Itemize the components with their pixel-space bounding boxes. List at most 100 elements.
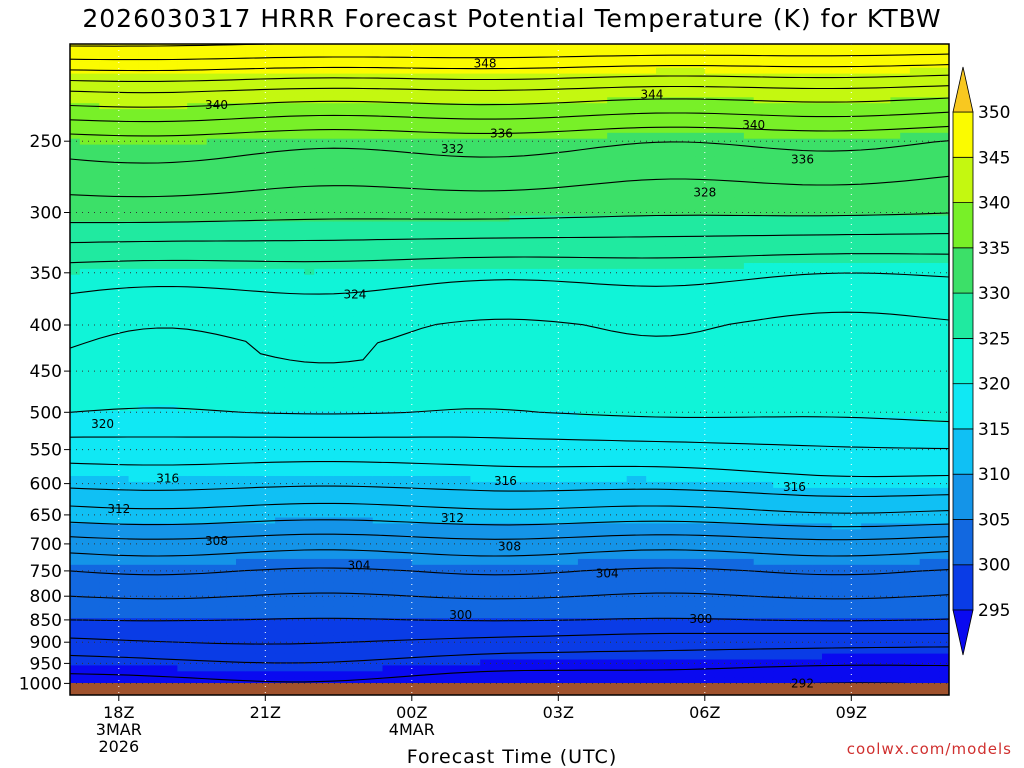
heatmap-cell [509,109,520,116]
heatmap-cell [177,156,188,163]
heatmap-cell [118,150,130,157]
heatmap-cell [118,286,130,294]
heatmap-cell [177,339,188,347]
heatmap-cell [382,316,393,323]
heatmap-cell [216,523,227,530]
heatmap-cell [148,523,159,530]
heatmap-cell [245,328,257,335]
heatmap-cell [187,434,198,442]
heatmap-cell [275,221,286,228]
heatmap-cell [255,61,266,69]
heatmap-cell [157,120,169,128]
heatmap-cell [148,458,159,465]
heatmap-cell [99,203,110,211]
heatmap-cell [157,280,169,288]
heatmap-cell [392,328,403,335]
heatmap-cell [148,653,159,661]
heatmap-cell [216,316,227,323]
heatmap-cell [177,345,188,353]
heatmap-cell [382,328,393,335]
heatmap-cell [392,245,403,252]
heatmap-cell [392,351,403,359]
heatmap-cell [79,564,91,572]
heatmap-cell [216,653,227,661]
heatmap-cell [265,126,276,134]
heatmap-cell [245,476,257,483]
heatmap-cell [490,245,501,252]
heatmap-cell [499,428,511,436]
heatmap-cell [216,647,227,655]
heatmap-cell [206,126,218,134]
heatmap-cell [314,174,325,181]
heatmap-cell [275,576,286,584]
heatmap-cell [99,168,110,175]
heatmap-cell [197,629,208,637]
heatmap-cell [157,517,169,524]
heatmap-cell [138,606,149,613]
heatmap-cell [372,49,384,57]
heatmap-cell [499,618,511,625]
heatmap-cell [421,286,432,294]
heatmap-cell [314,345,325,353]
heatmap-cell [177,393,188,400]
heatmap-cell [99,393,110,400]
heatmap-cell [187,215,198,223]
heatmap-cell [323,399,335,406]
heatmap-cell [226,612,237,619]
heatmap-cell [167,452,179,459]
heatmap-cell [79,44,91,51]
heatmap-cell [372,535,384,542]
heatmap-cell [421,322,432,329]
heatmap-cell [187,446,198,453]
heatmap-cell [187,85,198,92]
heatmap-cell [236,339,247,347]
heatmap-cell [284,594,296,601]
heatmap-cell [226,600,237,607]
heatmap-cell [177,659,188,666]
heatmap-cell [411,618,423,625]
heatmap-cell [206,263,218,270]
heatmap-cell [109,286,120,294]
heatmap-cell [411,369,423,376]
heatmap-cell [402,339,413,347]
heatmap-cell [343,369,354,376]
heatmap-cell [323,227,335,234]
heatmap-cell [109,126,120,134]
heatmap-cell [490,339,501,347]
heatmap-cell [89,345,100,353]
heatmap-cell [363,428,374,436]
heatmap-cell [265,452,276,459]
heatmap-cell [343,612,354,619]
heatmap-cell [138,280,149,288]
heatmap-cell [441,564,452,572]
heatmap-cell [284,245,296,252]
heatmap-cell [353,186,364,193]
heatmap-cell [421,192,432,199]
heatmap-cell [109,600,120,607]
heatmap-cell [89,641,100,649]
heatmap-cell [245,564,257,572]
heatmap-cell [294,215,305,223]
heatmap-cell [89,115,100,122]
heatmap-cell [460,641,472,649]
heatmap-cell [421,245,432,252]
heatmap-cell [392,529,403,536]
heatmap-cell [99,304,110,311]
heatmap-cell [255,582,266,590]
heatmap-cell [197,233,208,240]
heatmap-cell [167,464,179,471]
heatmap-cell [167,174,179,181]
heatmap-cell [460,511,472,518]
heatmap-cell [392,61,403,69]
heatmap-cell [99,434,110,442]
heatmap-cell [245,541,257,548]
heatmap-cell [421,410,432,418]
heatmap-cell [382,227,393,234]
heatmap-cell [236,434,247,442]
heatmap-cell [99,570,110,578]
heatmap-cell [353,150,364,157]
heatmap-cell [411,91,423,98]
heatmap-cell [460,334,472,341]
heatmap-cell [304,558,315,566]
heatmap-cell [148,351,159,359]
